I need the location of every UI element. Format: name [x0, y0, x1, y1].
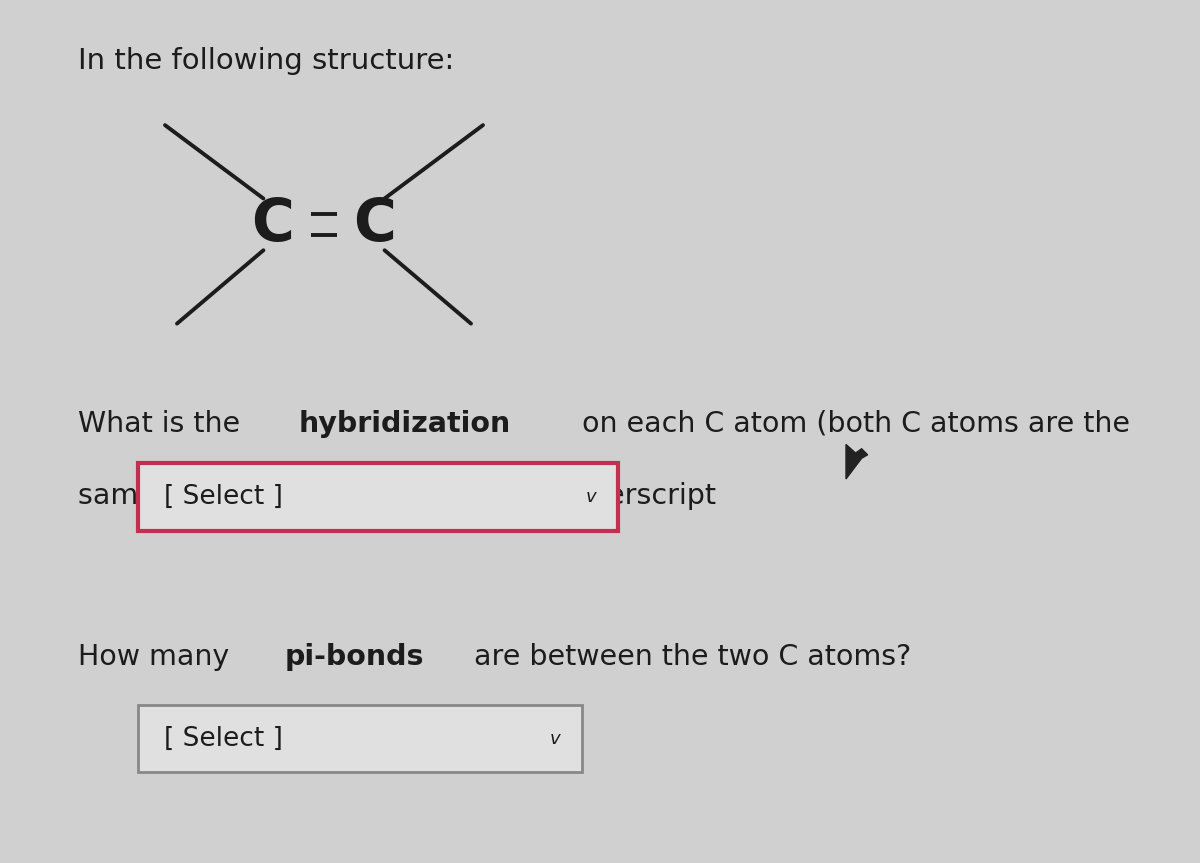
Text: hybridization: hybridization: [299, 410, 511, 438]
Text: on each C atom (both C atoms are the: on each C atom (both C atoms are the: [572, 410, 1129, 438]
FancyBboxPatch shape: [138, 705, 582, 772]
Text: How many: How many: [78, 643, 239, 671]
FancyBboxPatch shape: [138, 463, 618, 531]
Text: [ Select ]: [ Select ]: [164, 726, 283, 752]
Text: What is the: What is the: [78, 410, 250, 438]
Text: pi-bonds: pi-bonds: [284, 643, 425, 671]
Polygon shape: [846, 444, 868, 479]
Text: [ Select ]: [ Select ]: [164, 484, 283, 510]
Text: v: v: [586, 488, 596, 506]
Text: C: C: [354, 196, 396, 253]
Text: same)?  Note: ^ is used before a superscript: same)? Note: ^ is used before a superscr…: [78, 482, 716, 509]
Text: In the following structure:: In the following structure:: [78, 47, 455, 75]
Text: are between the two C atoms?: are between the two C atoms?: [464, 643, 911, 671]
Text: C: C: [252, 196, 294, 253]
Text: v: v: [550, 730, 560, 747]
